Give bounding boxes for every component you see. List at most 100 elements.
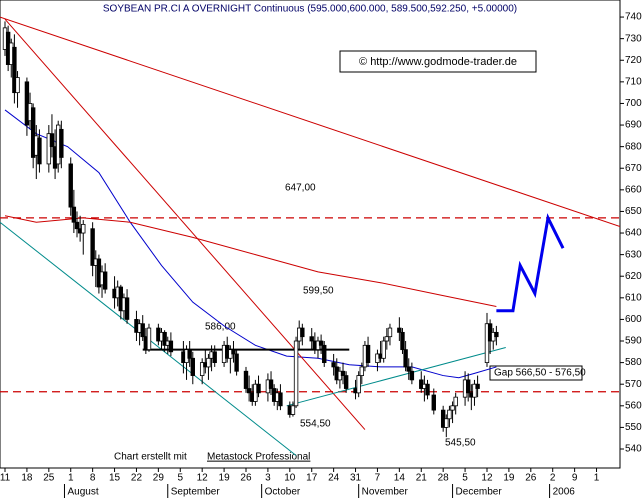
candle-body (472, 383, 477, 398)
y-tick-label: 630 (625, 249, 642, 260)
candle-body (59, 128, 64, 158)
y-tick-label: 620 (625, 271, 642, 282)
candle-body (293, 340, 299, 407)
candle-body (246, 388, 252, 394)
candle-body (146, 327, 152, 351)
x-tick-label: 12 (481, 473, 493, 484)
candle-body (74, 221, 80, 230)
candle-body (199, 362, 205, 376)
candle-body (425, 383, 430, 396)
candle-body (90, 228, 95, 266)
candle-body (68, 163, 73, 208)
y-tick-label: 540 (625, 444, 642, 455)
candle-body (300, 327, 305, 338)
candle-body (322, 344, 327, 364)
candle-body (318, 340, 324, 346)
candle-body (343, 375, 349, 389)
x-tick-label: 29 (153, 473, 165, 484)
gap-box (489, 365, 583, 381)
x-tick-label: 19 (503, 473, 515, 484)
x-tick-label: 18 (21, 473, 33, 484)
y-tick-label: 740 (625, 12, 642, 23)
candle-body (453, 396, 458, 407)
y-tick-label: 590 (625, 336, 642, 347)
x-tick-label: 17 (306, 473, 318, 484)
y-tick-label: 700 (625, 98, 642, 109)
candle-body (49, 133, 55, 148)
candle-body (243, 370, 249, 389)
indicator-line (0, 16, 620, 228)
plot-area (0, 0, 621, 469)
candle-body (409, 370, 415, 381)
candle-body (494, 331, 499, 338)
candle-body (12, 46, 17, 94)
candle-body (466, 379, 471, 394)
month-label: October (265, 487, 301, 498)
x-tick-label: 21 (416, 473, 428, 484)
y-tick-label: 610 (625, 292, 642, 303)
candle-body (30, 107, 36, 158)
indicator-line (286, 347, 506, 407)
candle-body (359, 366, 364, 376)
candle-body (309, 336, 314, 342)
candle-body (268, 379, 274, 389)
y-tick-label: 690 (625, 120, 642, 131)
indicator-line (4, 215, 497, 307)
candle-body (187, 349, 192, 359)
plot-layer (0, 16, 620, 456)
candle-body (431, 394, 436, 411)
chart-title: SOYBEAN PR.CI A OVERNIGHT Continuous (59… (103, 4, 517, 15)
x-tick-label: 11 (0, 473, 11, 484)
x-tick-label: 1 (594, 473, 600, 484)
candle-body (234, 353, 239, 372)
x-tick-label: 26 (525, 473, 537, 484)
x-tick-label: 5 (462, 473, 468, 484)
indicator-line (496, 213, 565, 313)
x-tick-label: 26 (240, 473, 252, 484)
x-tick-label: 5 (177, 473, 183, 484)
candle-body (365, 344, 371, 364)
month-label: December (456, 487, 503, 498)
y-tick-label: 570 (625, 379, 642, 390)
x-tick-label: 2 (550, 473, 556, 484)
y-tick-label: 560 (625, 400, 642, 411)
candle-body (340, 370, 346, 376)
x-tick-label: 10 (284, 473, 296, 484)
candle-body (15, 77, 20, 94)
candle-body (278, 392, 283, 407)
indicator-line (4, 109, 497, 379)
watermark: © http://www.godmode-trader.de (359, 56, 517, 68)
candle-body (406, 366, 411, 372)
candle-body (71, 206, 77, 223)
annotation: 545,50 (445, 438, 476, 449)
y-tick-label: 730 (625, 33, 642, 44)
candle-body (37, 137, 42, 165)
candle-body (381, 340, 386, 359)
candle-body (450, 405, 455, 411)
annotation: 599,50 (303, 286, 334, 297)
candle-body (102, 271, 108, 290)
candle-body (397, 327, 402, 333)
month-label: August (67, 487, 98, 498)
watermark-box (339, 50, 537, 73)
y-tick-label: 600 (625, 314, 642, 325)
month-label: September (171, 487, 221, 498)
candle-body (256, 383, 261, 394)
candle-body (168, 340, 174, 353)
candle-body (384, 336, 390, 342)
credit: Chart erstellt mit (114, 452, 187, 463)
candle-body (206, 357, 211, 368)
candle-body (444, 418, 449, 428)
month-label: November (362, 487, 409, 498)
x-tick-label: 25 (43, 473, 55, 484)
x-tick-label: 14 (394, 473, 406, 484)
y-tick-label: 680 (625, 141, 642, 152)
candle-body (356, 375, 361, 394)
x-tick-label: 15 (109, 473, 121, 484)
y-tick-label: 640 (625, 228, 642, 239)
x-tick-label: 1 (68, 473, 74, 484)
indicator-line (4, 18, 366, 430)
candle-body (447, 409, 452, 420)
annotation: 586,00 (205, 322, 236, 333)
